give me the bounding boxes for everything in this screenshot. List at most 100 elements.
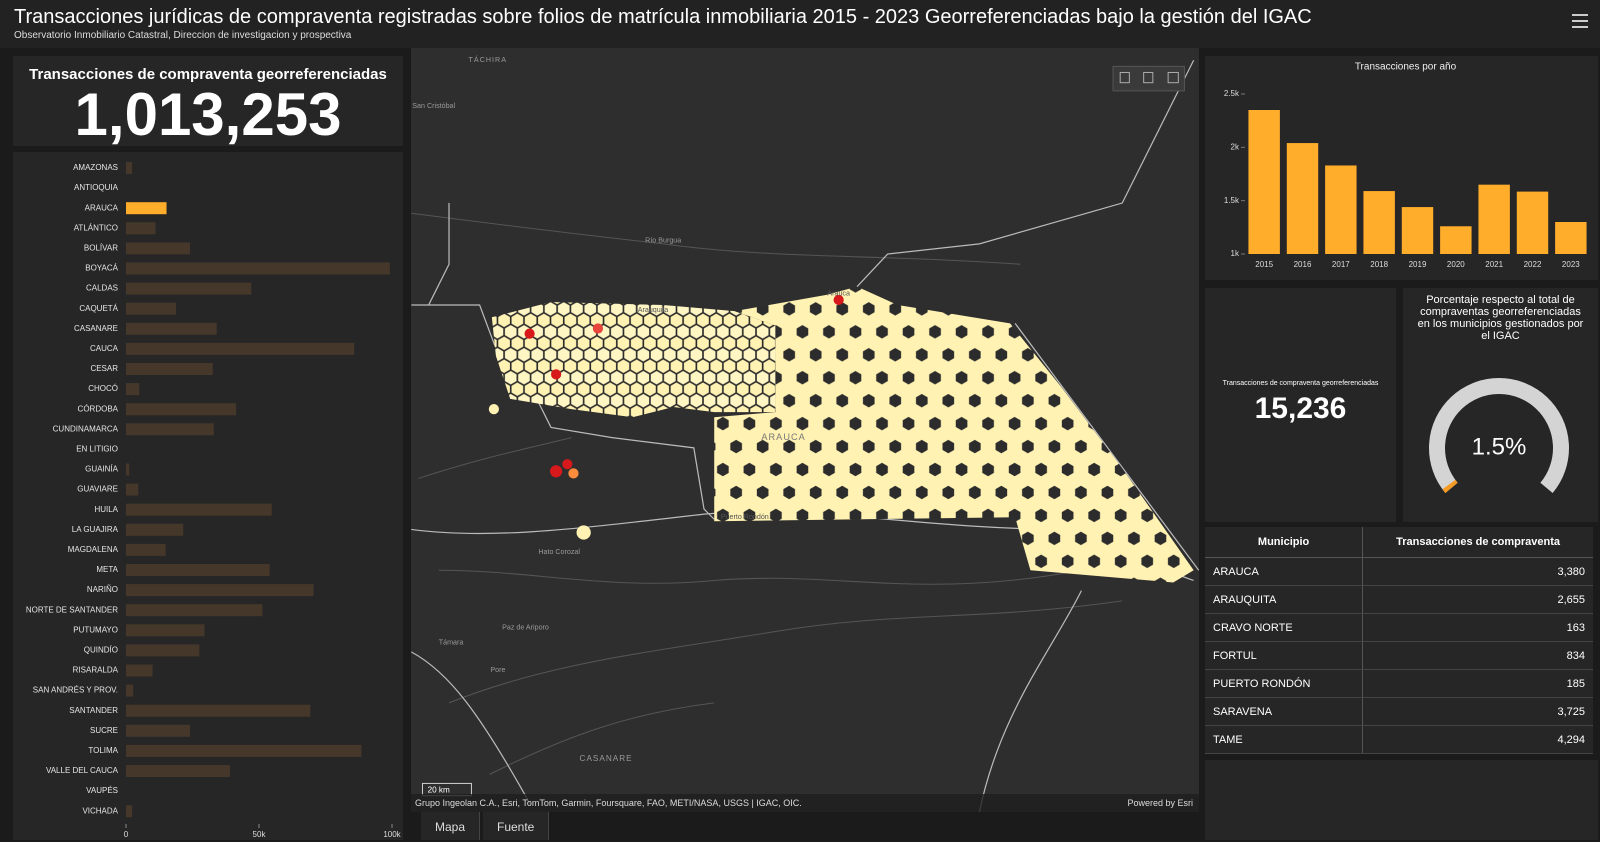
y-tick-label: NORTE DE SANTANDER <box>26 605 118 614</box>
y-tick-label: VALLE DEL CAUCA <box>46 766 119 775</box>
bar <box>126 282 252 295</box>
map-label: Támara <box>439 639 464 647</box>
table-row[interactable]: FORTUL 834 <box>1205 641 1593 670</box>
y-tick-label: QUINDÍO <box>84 646 118 655</box>
y-tick-label: ANTIOQUIA <box>74 183 119 192</box>
gauge-chart: 1.5% <box>1429 378 1569 493</box>
map-tool-icons <box>1119 71 1179 84</box>
municipio-table: Municipio Transacciones de compraventa A… <box>1205 527 1593 754</box>
y-tick-label: EN LITIGIO <box>76 445 118 454</box>
value-cell: 163 <box>1362 613 1593 642</box>
x-tick-label: 100k <box>383 830 401 839</box>
map-label: Pore <box>490 666 505 674</box>
municipio-cell: CRAVO NORTE <box>1205 613 1364 642</box>
y-tick-label: VAUPÉS <box>86 786 118 795</box>
y-tick-label: CAUCA <box>90 344 119 353</box>
y-tick-label: 1.5k <box>1224 196 1240 205</box>
map-footer: Grupo Ingeolan C.A., Esri, TomTom, Garmi… <box>411 794 1199 812</box>
column-header: Municipio <box>1205 527 1364 558</box>
municipio-cell: ARAUCA <box>1205 557 1364 586</box>
bar <box>126 483 139 496</box>
map-label: San Cristóbal <box>412 102 455 110</box>
y-tick-label: 2k <box>1231 142 1240 151</box>
value-cell: 834 <box>1362 641 1593 670</box>
table-row[interactable]: CRAVO NORTE 163 <box>1205 613 1593 642</box>
x-tick-label: 2022 <box>1524 260 1542 269</box>
table: Municipio Transacciones de compraventa A… <box>1205 527 1593 754</box>
bar <box>126 503 272 516</box>
x-tick-label: 2016 <box>1294 260 1312 269</box>
y-tick-label: RISARALDA <box>73 666 119 675</box>
bar <box>126 242 191 255</box>
municipio-cell: TAME <box>1205 725 1364 754</box>
y-tick-label: META <box>96 565 118 574</box>
bar <box>126 342 355 355</box>
map-label: Puerto Rondón <box>721 513 769 521</box>
y-tick-label: TOLIMA <box>88 746 118 755</box>
bar <box>1478 184 1510 254</box>
map-label: CASANARE <box>580 754 633 763</box>
bar <box>126 262 390 275</box>
dashboard-subtitle: Observatorio Inmobiliario Catastral, Dir… <box>14 30 352 41</box>
table-body: ARAUCA 3,380 ARAUQUITA 2,655 CRAVO NORTE 163 F… <box>1205 557 1593 754</box>
y-tick-label: CESAR <box>90 364 118 373</box>
bar <box>1363 191 1395 254</box>
bar <box>126 162 133 174</box>
y-tick-label: PUTUMAYO <box>73 625 118 634</box>
tab[interactable]: Fuente <box>483 812 550 840</box>
x-tick-label: 2020 <box>1447 260 1465 269</box>
y-tick-label: GUAVIARE <box>77 485 118 494</box>
municipio-cell: ARAUQUITA <box>1205 585 1364 614</box>
x-tick-label: 50k <box>253 830 267 839</box>
year-panel: Transacciones por año 1k 1.5k 2k 2.5k 2015 201… <box>1205 56 1598 280</box>
map-label: Río Burgua <box>645 237 681 245</box>
y-tick-label: MAGDALENA <box>68 545 119 554</box>
indicator-value: 15,236 <box>1254 392 1347 425</box>
dashboard-title: Transacciones jurídicas de compraventa r… <box>14 6 1312 28</box>
y-tick-label: SANTANDER <box>69 706 118 715</box>
tab[interactable]: Mapa <box>421 812 481 840</box>
y-tick-label: NARIÑO <box>87 585 118 594</box>
y-tick-label: ATLÁNTICO <box>74 223 118 232</box>
bar <box>1286 143 1319 254</box>
bar <box>126 604 263 617</box>
department-panel: AMAZONAS ANTIOQUIA ARAUCA ATLÁNTICO BOLÍVAR B… <box>13 152 403 840</box>
y-tick-label: CUNDINAMARCA <box>53 424 119 433</box>
map-label: TÁCHIRA <box>469 55 507 64</box>
table-row[interactable]: ARAUCA 3,380 <box>1205 557 1593 586</box>
chart-title: Transacciones por año <box>1355 62 1457 73</box>
indicator-title: Transacciones de compraventa georreferen… <box>29 66 387 83</box>
map[interactable]: TÁCHIRA San Cristóbal Río Burgua Arauqui… <box>411 48 1199 812</box>
bar <box>126 423 214 436</box>
hex-region-west <box>491 301 776 418</box>
indicator-selected: Transacciones de compraventa georreferen… <box>1205 288 1396 522</box>
map-label: Hato Corozal <box>538 548 580 556</box>
value-cell: 4,294 <box>1362 725 1593 754</box>
header: Transacciones jurídicas de compraventa r… <box>0 0 1600 48</box>
municipio-cell: FORTUL <box>1205 641 1364 670</box>
table-row[interactable]: ARAUQUITA 2,655 <box>1205 585 1593 614</box>
y-tick-label: AMAZONAS <box>73 163 118 172</box>
x-tick-label: 2023 <box>1562 260 1580 269</box>
map-label: Paz de Ariporo <box>502 623 549 631</box>
table-row[interactable]: PUERTO RONDÓN 185 <box>1205 669 1593 698</box>
indicator-title: Transacciones de compraventa georreferen… <box>1222 380 1379 387</box>
bar <box>1248 110 1280 254</box>
map-label: Arauquita <box>638 306 669 314</box>
bar <box>126 724 191 737</box>
y-tick-label: VICHADA <box>82 806 118 815</box>
map-tools[interactable] <box>1112 65 1185 92</box>
bar <box>126 403 237 416</box>
table-header: Municipio Transacciones de compraventa <box>1205 527 1593 558</box>
y-tick-label: 2.5k <box>1224 89 1240 98</box>
bar <box>126 383 140 396</box>
y-tick-label: HUILA <box>94 505 118 514</box>
value-cell: 3,380 <box>1362 557 1593 586</box>
y-tick-label: CÓRDOBA <box>78 404 119 413</box>
scale-label: 20 km <box>428 786 450 795</box>
table-row[interactable]: TAME 4,294 <box>1205 725 1593 754</box>
menu-button[interactable] <box>1572 14 1588 28</box>
table-row[interactable]: SARAVENA 3,725 <box>1205 697 1593 726</box>
bar <box>126 624 205 637</box>
